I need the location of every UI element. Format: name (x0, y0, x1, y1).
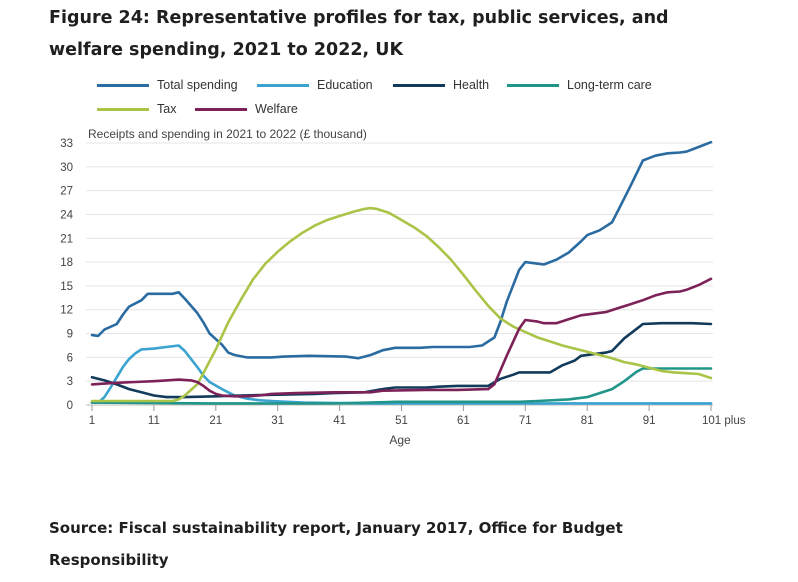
figure-source: Source: Fiscal sustainability report, Ja… (49, 519, 623, 569)
series-line-health (90, 321, 713, 399)
y-tick-label: 27 (60, 186, 73, 198)
legend-item-total-spending: Total spending (97, 76, 238, 94)
x-tick-label: 81 (581, 415, 594, 427)
x-axis-title: Age (389, 433, 411, 447)
y-tick-label: 12 (60, 305, 73, 317)
legend-label: Total spending (157, 78, 238, 92)
legend-swatch (97, 107, 149, 111)
legend-item-long-term-care: Long-term care (507, 76, 652, 94)
y-tick-label: 9 (67, 329, 73, 341)
legend-label: Health (453, 78, 490, 92)
legend-swatch (257, 83, 309, 87)
x-tick-label: 11 (148, 415, 160, 427)
legend-swatch (195, 107, 247, 111)
x-tick-label: 51 (395, 415, 408, 427)
series-line-total-spending (90, 140, 713, 360)
x-tick-label: 91 (643, 415, 656, 427)
series-line-long-term-care (90, 367, 713, 405)
x-tick-label: 31 (271, 415, 284, 427)
y-axis-title: Receipts and spending in 2021 to 2022 (£… (88, 127, 367, 141)
legend-swatch (393, 83, 445, 87)
x-tick-label: 71 (519, 415, 532, 427)
legend-swatch (97, 83, 149, 87)
x-tick-label: 41 (333, 415, 346, 427)
legend-item-health: Health (393, 76, 489, 94)
legend-item-welfare: Welfare (195, 100, 298, 118)
legend-item-education: Education (257, 76, 373, 94)
y-tick-label: 30 (60, 162, 73, 174)
series-line-welfare (90, 277, 713, 398)
legend-label: Education (317, 78, 373, 92)
legend-item-tax: Tax (97, 100, 176, 118)
y-tick-label: 15 (60, 281, 73, 293)
legend-label: Tax (157, 102, 177, 116)
y-tick-label: 3 (67, 376, 73, 388)
x-tick-label: 101 plus (702, 415, 746, 427)
x-tick-label: 1 (89, 415, 95, 427)
legend-label: Long-term care (567, 78, 652, 92)
y-tick-label: 24 (60, 209, 73, 221)
series-line-tax (90, 206, 713, 403)
y-tick-label: 0 (67, 400, 73, 412)
y-tick-label: 18 (60, 257, 73, 269)
x-tick-label: 61 (457, 415, 470, 427)
y-tick-label: 21 (60, 233, 73, 245)
legend-label: Welfare (255, 102, 298, 116)
y-tick-label: 33 (60, 138, 73, 150)
x-tick-label: 21 (209, 415, 222, 427)
figure-title: Figure 24: Representative profiles for t… (49, 8, 669, 60)
series-line-education (90, 344, 713, 405)
y-tick-label: 6 (67, 352, 73, 364)
legend-swatch (507, 83, 559, 87)
